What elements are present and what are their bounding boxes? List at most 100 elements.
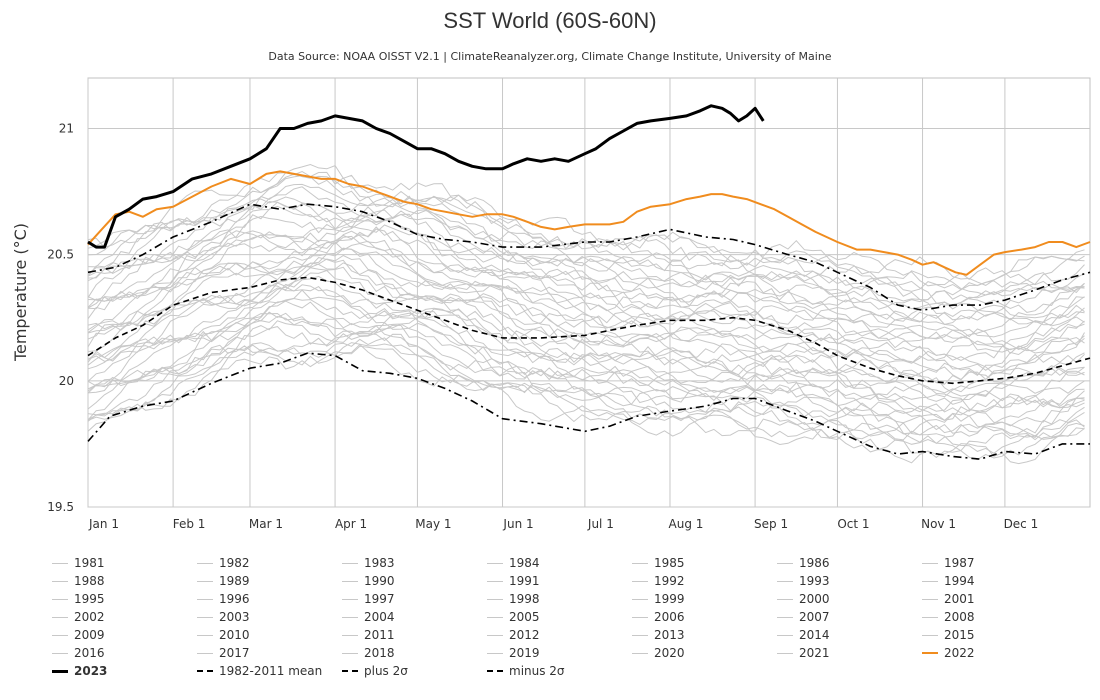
legend-item[interactable]: 2019	[487, 644, 632, 662]
legend-label: 1990	[364, 574, 395, 588]
legend-item[interactable]: 2021	[777, 644, 922, 662]
legend-item[interactable]: 2004	[342, 608, 487, 626]
legend-item[interactable]: 1982	[197, 554, 342, 572]
series-line-1983	[87, 342, 1085, 459]
legend-item[interactable]: 2005	[487, 608, 632, 626]
legend-item[interactable]: 1983	[342, 554, 487, 572]
grid-layer	[87, 77, 1091, 508]
legend-label: 2019	[509, 646, 540, 660]
legend-line-symbol	[777, 616, 793, 618]
series-line-1994	[87, 284, 1085, 402]
series-line-2001	[87, 254, 1085, 375]
legend-line-symbol	[342, 652, 358, 654]
legend-line-symbol	[922, 580, 938, 582]
legend-item[interactable]: 1981	[52, 554, 197, 572]
legend-item[interactable]: 1999	[632, 590, 777, 608]
legend-label: 1985	[654, 556, 685, 570]
series-line-2007	[87, 228, 1085, 348]
legend-label: 1989	[219, 574, 250, 588]
legend-item[interactable]: 1984	[487, 554, 632, 572]
legend-item[interactable]: 2010	[197, 626, 342, 644]
legend-line-symbol	[777, 652, 793, 654]
legend-item[interactable]: 2023	[52, 662, 197, 680]
legend-item[interactable]: 1992	[632, 572, 777, 590]
legend-item[interactable]: 2018	[342, 644, 487, 662]
x-tick-label: Apr 1	[335, 517, 367, 531]
legend-item[interactable]: 2015	[922, 626, 1067, 644]
legend-item[interactable]: 1985	[632, 554, 777, 572]
legend-line-symbol	[342, 616, 358, 618]
legend-label: 1994	[944, 574, 975, 588]
legend-item[interactable]: 2014	[777, 626, 922, 644]
legend-item[interactable]: 2022	[922, 644, 1067, 662]
legend-line-symbol	[52, 580, 68, 582]
legend-item[interactable]: 2008	[922, 608, 1067, 626]
legend-item[interactable]: 1989	[197, 572, 342, 590]
legend-item[interactable]: 2003	[197, 608, 342, 626]
series-line-1981	[87, 343, 1085, 465]
x-tick-label: Jul 1	[587, 517, 614, 531]
legend-line-symbol	[197, 580, 213, 582]
legend-line-symbol	[487, 652, 503, 654]
legend: 1981 1982 1983 1984 1985 1986 1987 1988 1989 1990…	[52, 554, 1092, 680]
legend-label: 1987	[944, 556, 975, 570]
legend-item[interactable]: 2000	[777, 590, 922, 608]
legend-line-symbol	[777, 562, 793, 564]
legend-item[interactable]: 1986	[777, 554, 922, 572]
legend-item[interactable]: 2012	[487, 626, 632, 644]
legend-label: 2002	[74, 610, 105, 624]
legend-item[interactable]: 2020	[632, 644, 777, 662]
legend-label: 2021	[799, 646, 830, 660]
series-line-2003	[87, 248, 1085, 364]
legend-label: 2018	[364, 646, 395, 660]
legend-line-symbol	[922, 598, 938, 600]
legend-label: 1996	[219, 592, 250, 606]
legend-item[interactable]: 1991	[487, 572, 632, 590]
legend-label: 2001	[944, 592, 975, 606]
legend-label: 1993	[799, 574, 830, 588]
series-line-1985	[87, 333, 1085, 441]
legend-item[interactable]: 1998	[487, 590, 632, 608]
series-line-2011	[87, 215, 1085, 325]
legend-line-symbol	[197, 562, 213, 564]
series-line-2021	[87, 163, 1085, 286]
legend-item[interactable]: 1993	[777, 572, 922, 590]
legend-item[interactable]: 1982-2011 mean	[197, 662, 342, 680]
legend-item[interactable]: 2007	[777, 608, 922, 626]
legend-item[interactable]: 1987	[922, 554, 1067, 572]
legend-label: 2004	[364, 610, 395, 624]
plot-border	[87, 77, 1091, 508]
legend-item[interactable]: 1997	[342, 590, 487, 608]
legend-item[interactable]: 2017	[197, 644, 342, 662]
legend-item[interactable]: 1996	[197, 590, 342, 608]
series-line-1991	[87, 300, 1085, 421]
legend-item[interactable]: 2002	[52, 608, 197, 626]
series-line-1992	[87, 297, 1085, 413]
series-line-2008	[87, 226, 1085, 339]
legend-item[interactable]: minus 2σ	[487, 662, 632, 680]
legend-line-symbol	[632, 616, 648, 618]
legend-item[interactable]: 2006	[632, 608, 777, 626]
legend-label: 2005	[509, 610, 540, 624]
legend-item[interactable]: 1990	[342, 572, 487, 590]
chart-plot: 19.5 20 20.5 21 Jan 1 Feb 1 Mar 1 Apr 1 May 1 Jun…	[11, 77, 1091, 531]
legend-item[interactable]: 1994	[922, 572, 1067, 590]
y-tick-label: 20	[59, 374, 74, 388]
legend-item[interactable]: 2016	[52, 644, 197, 662]
y-axis-label: Temperature (°C)	[11, 223, 30, 362]
legend-item[interactable]: 1995	[52, 590, 197, 608]
legend-item[interactable]: 1988	[52, 572, 197, 590]
legend-line-symbol	[197, 598, 213, 600]
legend-item[interactable]: 2001	[922, 590, 1067, 608]
x-tick-label: Sep 1	[754, 517, 788, 531]
legend-item[interactable]: 2013	[632, 626, 777, 644]
series-line-plus-2σ	[87, 203, 1091, 312]
legend-line-symbol	[632, 598, 648, 600]
legend-item[interactable]: 2011	[342, 626, 487, 644]
legend-item[interactable]: plus 2σ	[342, 662, 487, 680]
legend-item[interactable]: 2009	[52, 626, 197, 644]
series-line-2023	[87, 104, 765, 249]
legend-label: 1986	[799, 556, 830, 570]
legend-line-symbol	[52, 598, 68, 600]
legend-line-symbol	[922, 616, 938, 618]
